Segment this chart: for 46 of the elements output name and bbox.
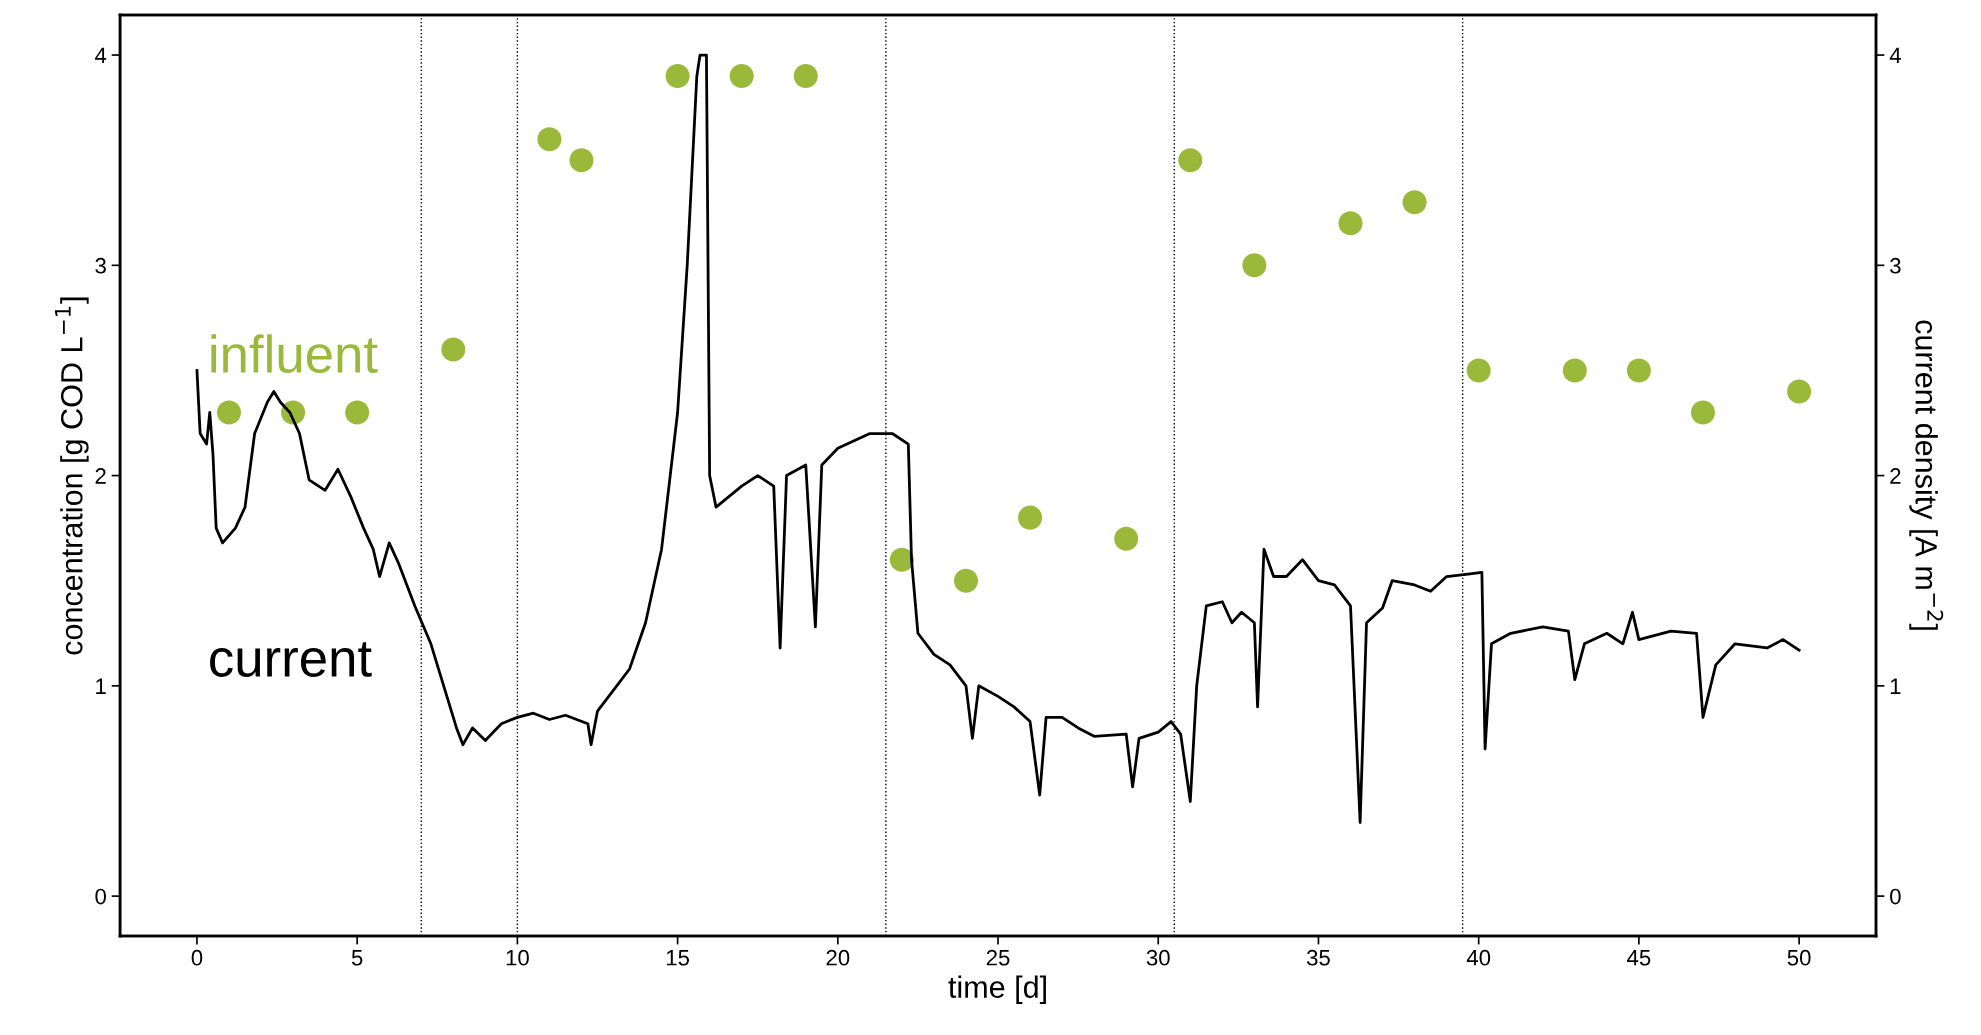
x-tick-label: 15	[666, 950, 690, 966]
point	[1690, 400, 1715, 425]
x-axis-title: time [d]	[948, 975, 1046, 1004]
x-tick-label: 35	[1306, 949, 1330, 966]
point	[793, 64, 818, 89]
y2-axis-title: current density [A m$^{−2}$]	[1909, 320, 1944, 630]
series-label: current	[210, 642, 372, 677]
x-tick-label: 50	[1787, 949, 1811, 966]
point	[953, 568, 979, 593]
point	[569, 148, 594, 173]
point	[1466, 358, 1491, 383]
y2-tick-label: 0	[1890, 888, 1901, 905]
y2-tick-label: 1	[1890, 678, 1901, 694]
y-tick-label: 0	[95, 888, 106, 905]
point	[345, 400, 370, 425]
x-tick-label: 20	[826, 949, 850, 966]
y-tick-label: 4	[95, 47, 107, 64]
series-label: influent	[211, 334, 378, 374]
y2-tick-label: 4	[1889, 47, 1901, 64]
point	[1402, 190, 1427, 215]
point	[1114, 526, 1139, 551]
point	[216, 400, 242, 425]
y2-tick-label: 2	[1890, 468, 1901, 484]
point	[1626, 358, 1651, 383]
y-tick-label: 2	[95, 468, 106, 484]
x-tick-label: 5	[351, 950, 363, 966]
x-tick-label: 30	[1146, 949, 1170, 966]
point	[729, 64, 754, 89]
y2-tick-label: 3	[1890, 257, 1901, 274]
x-tick-label: 25	[986, 949, 1010, 966]
y-axis-title: concentration [g COD L$^{−1}$]	[55, 297, 89, 655]
point	[1178, 148, 1203, 173]
y-tick-label: 1	[96, 678, 106, 694]
point	[1562, 358, 1587, 383]
x-tick-label: 0	[191, 949, 203, 966]
point	[1787, 379, 1812, 404]
x-tick-label: 10	[506, 949, 529, 966]
x-tick-label: 40	[1466, 949, 1491, 966]
point	[1242, 253, 1267, 278]
x-tick-label: 45	[1627, 950, 1651, 966]
y-tick-label: 3	[95, 257, 106, 274]
point	[665, 64, 690, 89]
point	[1338, 211, 1363, 236]
point	[1018, 505, 1043, 530]
point	[441, 337, 466, 362]
point	[537, 127, 562, 152]
